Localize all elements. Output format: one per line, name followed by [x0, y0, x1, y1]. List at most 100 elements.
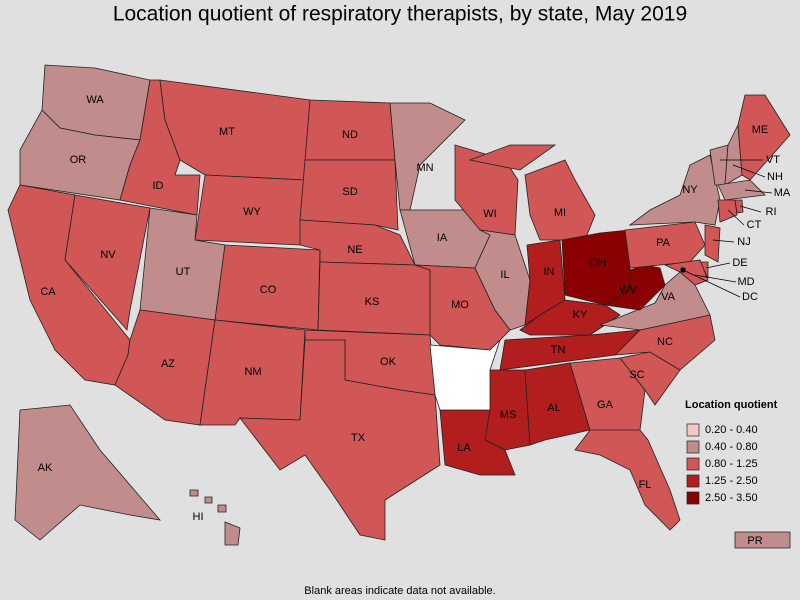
- state-label: NH: [767, 171, 783, 183]
- state-label: LA: [457, 442, 471, 454]
- map-title: Location quotient of respiratory therapi…: [113, 3, 687, 26]
- state: [628, 154, 721, 226]
- state-label: CO: [260, 284, 277, 296]
- state: [704, 224, 721, 263]
- state-label: WA: [86, 94, 104, 106]
- state: [239, 339, 441, 541]
- state-label: MA: [774, 187, 791, 199]
- leader-line: [732, 164, 766, 178]
- state-label: SC: [629, 369, 644, 381]
- state-label: AL: [547, 402, 560, 414]
- state-label: ID: [153, 180, 164, 192]
- leader-line: [694, 274, 737, 283]
- state-label: IL: [500, 269, 509, 281]
- state-label: VA: [661, 291, 676, 303]
- state: [474, 229, 531, 331]
- legend-title: Location quotient: [685, 399, 778, 411]
- legend-label: 0.20 - 0.40: [705, 424, 758, 436]
- state-label: MN: [416, 162, 433, 174]
- state: [624, 221, 706, 269]
- state-label: MT: [219, 126, 235, 138]
- state: [14, 404, 162, 541]
- leader-line: [682, 269, 741, 298]
- leader-line: [712, 239, 735, 243]
- state-label: TX: [351, 432, 366, 444]
- legend-label: 0.40 - 0.80: [705, 441, 758, 453]
- state-label: NY: [682, 184, 698, 196]
- leader-line: [739, 205, 762, 213]
- legend-swatch: [686, 423, 700, 437]
- state: [603, 264, 666, 311]
- state-label: VT: [766, 154, 780, 166]
- legend-swatch: [686, 440, 700, 454]
- state-label: KS: [365, 296, 380, 308]
- dc-dot: [680, 267, 686, 273]
- state: [734, 531, 791, 549]
- state-label: NV: [100, 249, 116, 261]
- state: [519, 299, 621, 336]
- state: [299, 159, 399, 231]
- leader-line: [744, 189, 773, 194]
- state-label: GA: [597, 399, 614, 411]
- state-label: IA: [437, 232, 448, 244]
- state-label: WY: [243, 206, 261, 218]
- state: [663, 259, 709, 286]
- state-label: ME: [752, 124, 769, 136]
- state: [574, 429, 681, 531]
- state: [717, 179, 766, 201]
- state-label: MS: [500, 409, 517, 421]
- state-label: FL: [639, 479, 652, 491]
- state: [64, 194, 151, 331]
- state-label: DE: [732, 257, 747, 269]
- state: [389, 102, 466, 211]
- legend-label: 1.25 - 2.50: [705, 475, 758, 487]
- legend-swatch: [686, 457, 700, 471]
- leader-line: [727, 209, 745, 226]
- state: [717, 199, 738, 223]
- state-label: NM: [244, 366, 261, 378]
- state-label: TN: [551, 344, 566, 356]
- state: [734, 199, 744, 214]
- state-label: PR: [747, 535, 762, 547]
- state-label: NJ: [737, 236, 750, 248]
- leader-line: [705, 262, 731, 269]
- state-label: AZ: [161, 358, 175, 370]
- state-label: ND: [342, 129, 358, 141]
- state-label: IN: [544, 266, 555, 278]
- legend-label: 0.80 - 1.25: [705, 458, 758, 470]
- state: [524, 362, 591, 446]
- state: [737, 94, 791, 181]
- state: [468, 144, 596, 241]
- state: [429, 339, 501, 411]
- state-label: NE: [347, 244, 362, 256]
- state-label: DC: [742, 291, 758, 303]
- state-label: AK: [38, 462, 53, 474]
- state-label: OR: [70, 154, 87, 166]
- legend-swatch: [686, 474, 700, 488]
- state-label: CT: [747, 219, 762, 231]
- state-label: OK: [380, 356, 397, 368]
- state-label: SD: [342, 186, 357, 198]
- state: [439, 409, 516, 476]
- legend-swatch: [686, 491, 700, 505]
- state-label: WI: [483, 208, 496, 220]
- state-label: MD: [737, 276, 754, 288]
- state: [189, 489, 241, 546]
- legend: 0.20 - 0.40 0.40 - 0.80 0.80 - 1.25 1.25 - …: [686, 423, 758, 505]
- legend-label: 2.50 - 3.50: [705, 492, 758, 504]
- state-label: UT: [176, 266, 191, 278]
- state-labels: WA OR CA NV ID MT WY UT CO AZ NM ND SD NE KS OK TX MN IA MO…: [38, 94, 791, 547]
- state-label: PA: [656, 237, 671, 249]
- state-label: NC: [657, 336, 673, 348]
- state-label: MI: [554, 207, 566, 219]
- states: [7, 64, 791, 549]
- state-label: WV: [619, 284, 637, 296]
- state: [619, 351, 681, 406]
- state-label: RI: [766, 206, 777, 218]
- state-label: OH: [590, 257, 607, 269]
- state-label: KY: [573, 309, 588, 321]
- state-label: CA: [40, 286, 56, 298]
- state-label: MO: [451, 299, 469, 311]
- footnote: Blank areas indicate data not available.: [304, 585, 495, 597]
